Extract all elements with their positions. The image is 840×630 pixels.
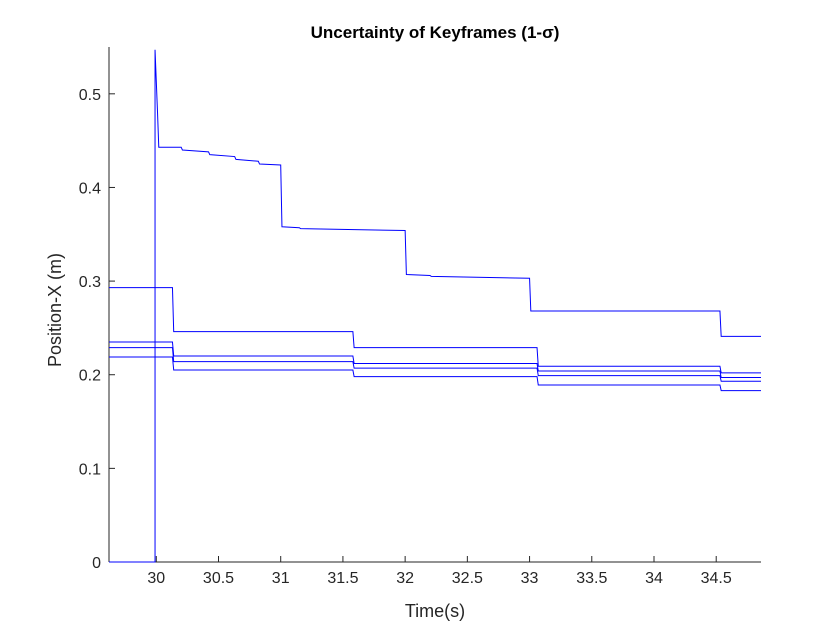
y-tick-label: 0.5 <box>79 87 101 104</box>
x-tick-label: 34 <box>645 570 663 587</box>
x-tick-label: 33.5 <box>576 570 607 587</box>
series-line-1 <box>109 49 761 563</box>
series-line-4 <box>109 347 761 382</box>
y-tick-label: 0.1 <box>79 461 101 478</box>
x-tick-label: 34.5 <box>701 570 732 587</box>
x-tick-label: 30.5 <box>203 570 234 587</box>
chart-title: Uncertainty of Keyframes (1-σ) <box>311 23 560 42</box>
x-tick-label: 31 <box>272 570 290 587</box>
x-tick-label: 31.5 <box>327 570 358 587</box>
x-tick-label: 33 <box>521 570 539 587</box>
y-tick-label: 0.3 <box>79 274 101 291</box>
y-tick-label: 0 <box>92 555 101 572</box>
y-axis-label: Position-X (m) <box>45 253 65 367</box>
x-axis-label: Time(s) <box>405 601 465 621</box>
series-line-2 <box>109 287 761 374</box>
x-tick-label: 30 <box>147 570 165 587</box>
y-tick-label: 0.4 <box>79 180 101 197</box>
x-tick-label: 32 <box>396 570 414 587</box>
y-tick-label: 0.2 <box>79 368 101 385</box>
plot-area: 30 30.5 31 31.5 32 32.5 33 33.5 34 34.5 0 0.1 0.2 0.3… <box>79 47 761 587</box>
series-line-5 <box>109 356 761 392</box>
x-tick-label: 32.5 <box>452 570 483 587</box>
